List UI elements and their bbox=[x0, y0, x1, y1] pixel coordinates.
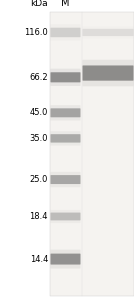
Text: kDa: kDa bbox=[30, 0, 48, 8]
FancyBboxPatch shape bbox=[51, 108, 81, 117]
FancyBboxPatch shape bbox=[51, 134, 81, 142]
Text: 35.0: 35.0 bbox=[29, 134, 48, 143]
Bar bbox=[50, 12, 134, 296]
FancyBboxPatch shape bbox=[51, 172, 81, 187]
Text: 45.0: 45.0 bbox=[30, 108, 48, 117]
FancyBboxPatch shape bbox=[51, 175, 81, 184]
Text: 18.4: 18.4 bbox=[29, 212, 48, 221]
FancyBboxPatch shape bbox=[51, 210, 81, 223]
FancyBboxPatch shape bbox=[51, 213, 81, 220]
FancyBboxPatch shape bbox=[51, 254, 81, 265]
Text: 66.2: 66.2 bbox=[29, 73, 48, 82]
FancyBboxPatch shape bbox=[51, 105, 81, 121]
FancyBboxPatch shape bbox=[83, 65, 133, 81]
FancyBboxPatch shape bbox=[51, 69, 81, 86]
FancyBboxPatch shape bbox=[83, 29, 133, 36]
Text: 14.4: 14.4 bbox=[30, 255, 48, 264]
FancyBboxPatch shape bbox=[51, 250, 81, 268]
FancyBboxPatch shape bbox=[51, 72, 81, 82]
Text: 116.0: 116.0 bbox=[24, 28, 48, 37]
FancyBboxPatch shape bbox=[51, 131, 81, 146]
Text: 25.0: 25.0 bbox=[30, 175, 48, 184]
Text: M: M bbox=[61, 0, 70, 8]
FancyBboxPatch shape bbox=[51, 28, 81, 37]
FancyBboxPatch shape bbox=[83, 60, 133, 86]
